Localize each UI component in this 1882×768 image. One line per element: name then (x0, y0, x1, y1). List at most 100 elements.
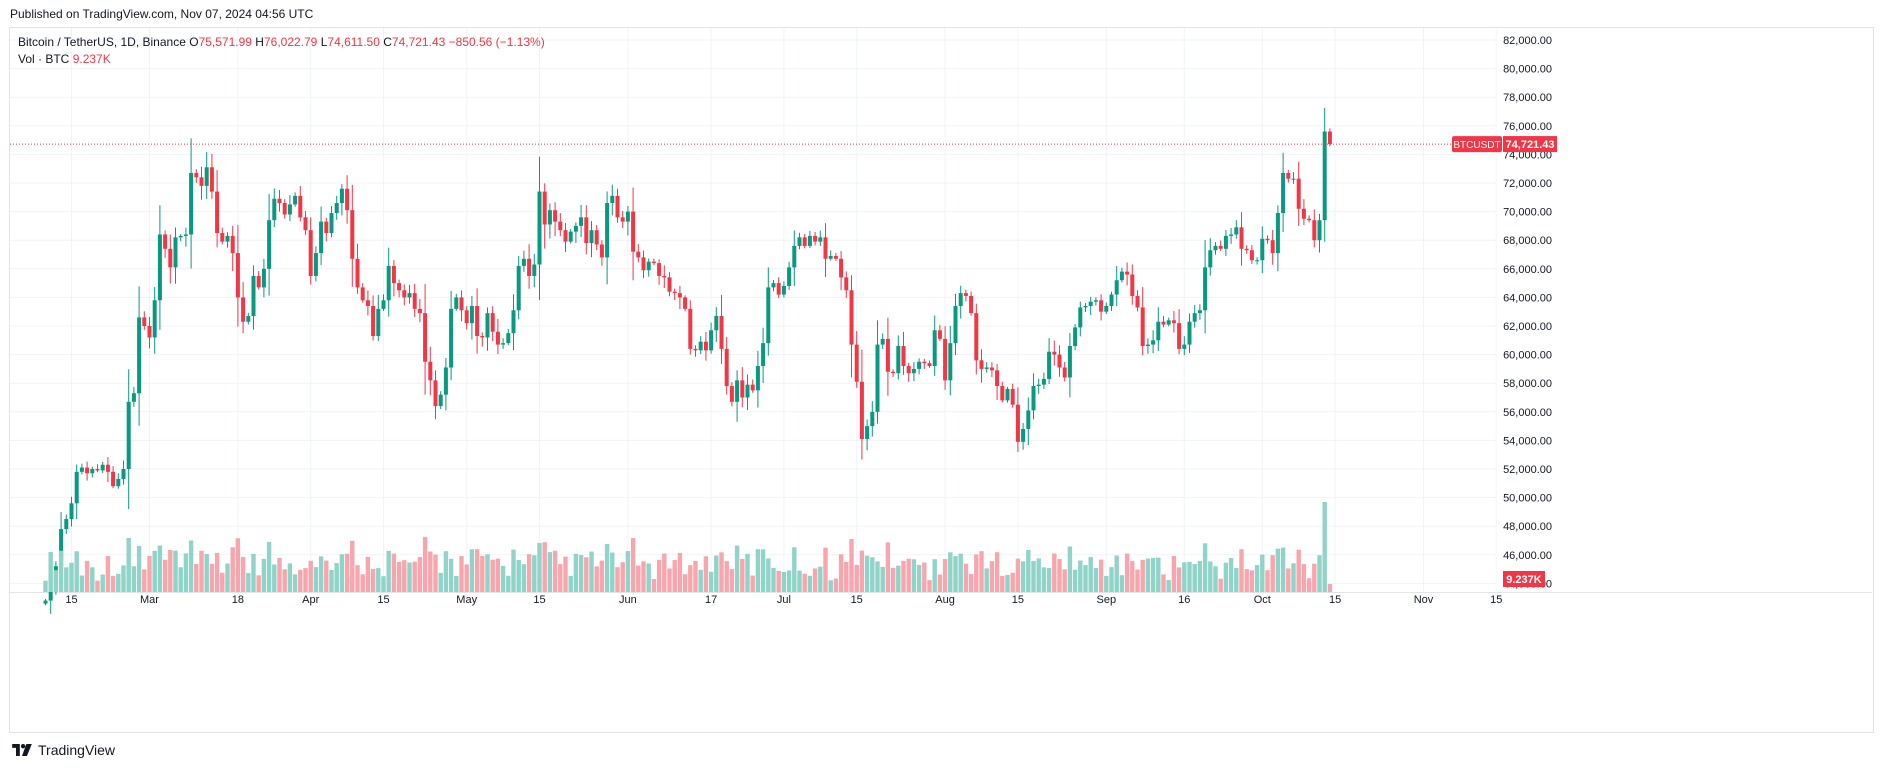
candle-body (105, 464, 110, 472)
candle-body (438, 394, 443, 407)
volume-bar (209, 563, 215, 592)
volume-bar (656, 559, 662, 592)
candle-body (553, 210, 558, 222)
candle-body (719, 315, 724, 349)
candle-body (495, 331, 500, 345)
volume-bar (402, 560, 407, 592)
y-tick-label: 66,000.00 (1503, 264, 1552, 276)
volume-bar (495, 558, 501, 592)
volume-bar (521, 564, 527, 592)
volume-bar (131, 566, 137, 592)
candle-body (1187, 321, 1192, 345)
candle-body (350, 210, 355, 259)
candle-body (1031, 386, 1036, 411)
x-tick-label: Oct (1254, 594, 1271, 606)
volume-bar (1265, 570, 1270, 592)
candle-body (1182, 344, 1187, 349)
volume-bar (324, 560, 329, 592)
volume-bar (152, 550, 157, 592)
candle-body (43, 600, 48, 604)
volume-bar (1005, 574, 1010, 592)
candle-body (1078, 307, 1083, 328)
candle-body (319, 221, 324, 254)
volume-bar (672, 560, 677, 592)
candle-body (230, 235, 235, 254)
volume-bar (750, 575, 755, 592)
y-tick-label: 80,000.00 (1503, 64, 1552, 76)
volume-bar (500, 565, 506, 592)
volume-bar (1176, 567, 1182, 592)
candle-body (69, 503, 74, 520)
volume-bar (412, 561, 417, 592)
volume-bar (1312, 563, 1317, 592)
candle-body (896, 346, 901, 374)
volume-bar (963, 563, 969, 592)
volume-bar (1119, 575, 1125, 592)
volume-bar (942, 559, 948, 592)
volume-bar (911, 559, 917, 592)
candle-body (1203, 267, 1208, 311)
volume-bar (1114, 555, 1119, 592)
volume-bar (334, 563, 339, 592)
x-tick-label: 15 (377, 594, 389, 606)
candle-body (199, 177, 204, 186)
candle-body (391, 265, 396, 284)
candle-body (215, 191, 220, 234)
last-volume-tag (1503, 571, 1545, 587)
candle-body (256, 275, 261, 288)
volume-bar (896, 565, 901, 592)
candle-body (381, 300, 386, 309)
volume-bar (303, 568, 308, 592)
volume-bar (1197, 560, 1203, 592)
volume-bar (261, 558, 267, 592)
y-tick-label: 50,000.00 (1503, 493, 1552, 505)
volume-bar (1322, 502, 1327, 592)
volume-bar (194, 563, 199, 592)
candle-body (714, 315, 719, 331)
volume-bar (95, 580, 100, 592)
candle-body (761, 343, 766, 367)
volume-bar (568, 575, 573, 592)
volume-bar (740, 558, 745, 592)
volume-bar (1000, 575, 1005, 592)
volume-bar (272, 564, 277, 592)
candle-body (1322, 131, 1327, 221)
candle-body (209, 167, 214, 192)
candle-body (433, 380, 438, 407)
volume-bar (188, 540, 194, 592)
volume-bar (1208, 561, 1213, 592)
tradingview-brand[interactable]: TradingView (12, 742, 115, 758)
volume-bar (69, 562, 74, 592)
candle-body (1301, 208, 1306, 219)
candle-body (1151, 340, 1156, 345)
chart-frame[interactable] (9, 27, 1874, 733)
symbol-tag-label: BTCUSDT (1453, 140, 1500, 151)
volume-bar (173, 550, 178, 592)
candle-body (137, 317, 142, 394)
candle-body (839, 258, 844, 278)
candle-body (355, 258, 360, 288)
volume-bar (734, 545, 740, 592)
candle-body (849, 290, 854, 345)
volume-bar (1317, 555, 1322, 592)
candle-body (922, 361, 927, 364)
candle-body (828, 255, 833, 259)
volume-bar (844, 561, 849, 592)
legend-c-label: C (383, 35, 392, 49)
volume-bar (792, 547, 797, 592)
volume-bar (355, 565, 360, 592)
volume-bar (1306, 578, 1312, 592)
volume-bar (204, 553, 209, 592)
last-price-label: 74,721.43 (1506, 139, 1555, 151)
volume-bar (1182, 562, 1187, 592)
volume-bar (1124, 553, 1130, 592)
candle-body (1223, 235, 1228, 249)
candle-body (1260, 238, 1265, 261)
volume-bar (1093, 568, 1099, 592)
candle-body (100, 464, 105, 471)
volume-bar (719, 552, 724, 592)
candle-body (313, 253, 318, 276)
candle-body (927, 363, 932, 367)
volume-bar (1187, 561, 1192, 592)
